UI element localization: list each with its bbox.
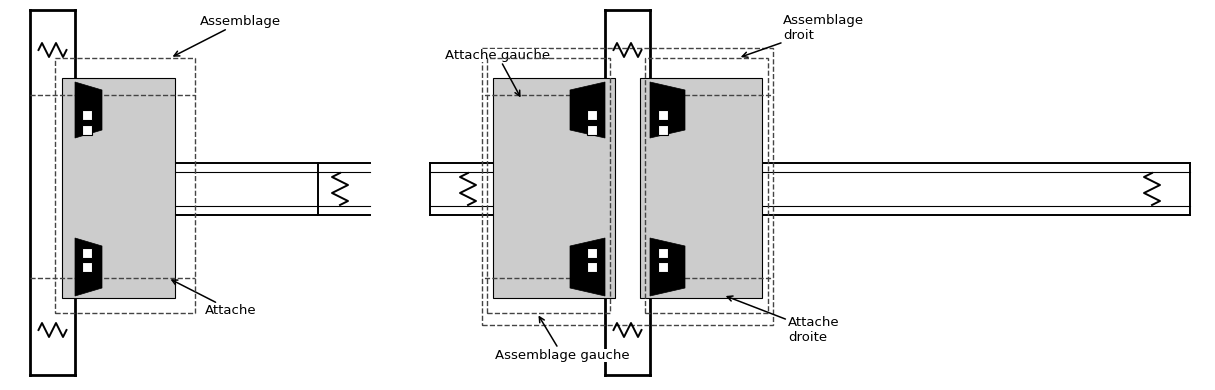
Text: Assemblage
droit: Assemblage droit bbox=[742, 14, 864, 57]
Text: Attache: Attache bbox=[173, 280, 256, 317]
Text: Attache gauche: Attache gauche bbox=[445, 48, 550, 96]
Bar bbox=[659, 125, 668, 135]
Polygon shape bbox=[75, 82, 102, 138]
Bar bbox=[81, 262, 92, 272]
Bar bbox=[81, 125, 92, 135]
Polygon shape bbox=[570, 238, 605, 296]
Bar bbox=[659, 262, 668, 272]
Polygon shape bbox=[570, 82, 605, 138]
Polygon shape bbox=[75, 238, 102, 296]
Polygon shape bbox=[650, 82, 685, 138]
Bar bbox=[55, 58, 194, 313]
Bar bbox=[487, 58, 610, 313]
Bar bbox=[81, 110, 92, 120]
Bar bbox=[587, 248, 597, 258]
Bar bbox=[659, 110, 668, 120]
Text: Attache
droite: Attache droite bbox=[728, 296, 840, 344]
Text: Assemblage gauche: Assemblage gauche bbox=[495, 317, 629, 362]
Bar bbox=[587, 110, 597, 120]
Text: Assemblage: Assemblage bbox=[174, 16, 281, 56]
Bar bbox=[493, 78, 615, 298]
Bar bbox=[659, 248, 668, 258]
Bar bbox=[81, 248, 92, 258]
Bar bbox=[482, 48, 773, 325]
Bar bbox=[645, 58, 768, 313]
Bar bbox=[62, 78, 175, 298]
Bar bbox=[640, 78, 762, 298]
Bar bbox=[587, 125, 597, 135]
Polygon shape bbox=[650, 238, 685, 296]
Bar bbox=[587, 262, 597, 272]
